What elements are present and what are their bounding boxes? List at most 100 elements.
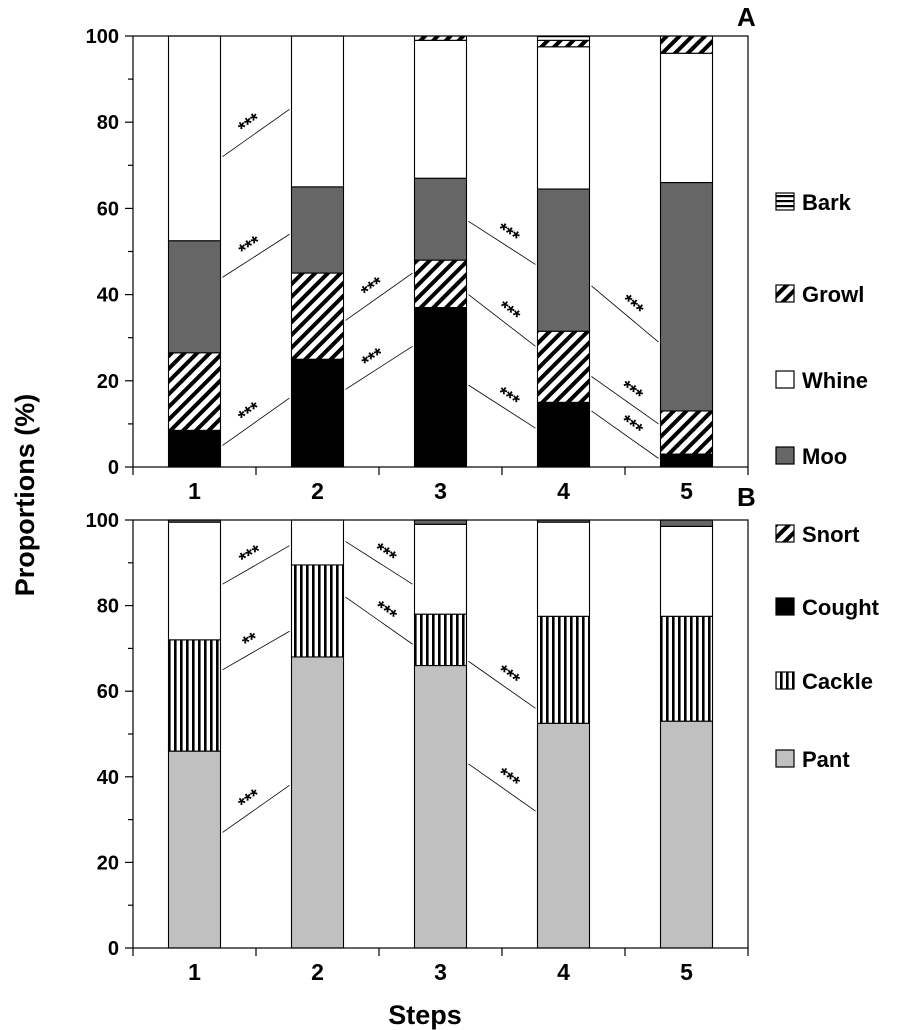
bar-a-2-whine — [290, 35, 345, 188]
annotation-label-a-5: *** — [493, 219, 524, 249]
annotation-label-b-0: *** — [236, 541, 266, 571]
bar-b-5-moo — [659, 519, 714, 527]
bar-a-2-snort — [290, 272, 345, 360]
bar-b-5-pant — [659, 720, 714, 949]
legend-swatch-bark — [775, 192, 795, 211]
bar-b-3-cackle — [413, 613, 468, 667]
annotation-label-a-4: *** — [358, 344, 389, 374]
y-tick-label-a-100: 100 — [86, 26, 119, 48]
bar-b-4-cackle — [536, 615, 591, 724]
legend-label-cackle: Cackle — [802, 669, 873, 694]
annotation-line-b-4 — [345, 596, 413, 645]
annotation-label-a-2: *** — [235, 398, 266, 428]
x-tick-label-b-5: 5 — [680, 959, 693, 985]
legend-swatch-cought — [775, 597, 795, 616]
bar-b-4-pant — [536, 722, 591, 949]
annotation-label-a-10: *** — [616, 411, 647, 441]
legend-swatch-cackle — [775, 671, 795, 690]
bar-a-3-moo — [413, 177, 468, 261]
bar-a-4-whine — [536, 46, 591, 190]
annotation-label-a-9: *** — [616, 377, 647, 407]
y-tick-label-a-40: 40 — [97, 285, 119, 307]
y-tick-label-a-60: 60 — [97, 198, 119, 220]
bar-b-3-whine — [413, 523, 468, 615]
annotation-line-a-5 — [468, 220, 536, 265]
panel-label-b: B — [737, 482, 756, 512]
annotation-line-b-2 — [222, 785, 290, 833]
x-tick-label-a-4: 4 — [557, 478, 570, 504]
legend-label-cought: Cought — [802, 595, 880, 620]
bar-b-2-pant — [290, 656, 345, 949]
y-tick-label-b-0: 0 — [108, 938, 119, 960]
bar-a-2-moo — [290, 186, 345, 274]
x-tick-label-a-1: 1 — [188, 478, 201, 504]
bar-a-5-cought — [659, 453, 714, 468]
annotation-line-a-2 — [222, 397, 290, 446]
bar-a-3-whine — [413, 39, 468, 179]
bar-b-4-whine — [536, 521, 591, 617]
bar-a-5-moo — [659, 181, 714, 412]
annotation-line-a-10 — [591, 410, 659, 459]
annotation-label-a-7: *** — [493, 383, 524, 413]
legend-swatch-snort — [775, 524, 795, 543]
bar-a-4-bark — [536, 35, 591, 41]
legend-label-moo: Moo — [802, 444, 847, 469]
annotation-label-b-5: *** — [493, 661, 524, 691]
panel-label-a: A — [737, 2, 756, 32]
annotation-label-a-0: *** — [235, 109, 266, 139]
annotation-line-a-8 — [591, 285, 659, 343]
bar-b-3-moo — [413, 519, 468, 525]
x-tick-label-a-5: 5 — [680, 478, 693, 504]
bar-a-5-snort — [659, 410, 714, 455]
bar-b-1-cackle — [167, 639, 222, 752]
bar-a-4-snort — [536, 330, 591, 403]
bar-a-1-whine — [167, 35, 222, 242]
legend-swatch-growl — [775, 284, 795, 303]
x-tick-label-a-2: 2 — [311, 478, 324, 504]
bar-b-5-whine — [659, 525, 714, 617]
bar-a-1-snort — [167, 352, 222, 431]
y-tick-label-a-80: 80 — [97, 112, 119, 134]
legend-label-whine: Whine — [802, 368, 868, 393]
bar-b-3-pant — [413, 664, 468, 949]
annotation-line-a-1 — [222, 233, 290, 278]
annotation-line-a-4 — [345, 345, 413, 390]
bar-b-2-cackle — [290, 564, 345, 658]
annotation-label-a-3: *** — [358, 273, 389, 303]
x-tick-label-b-3: 3 — [434, 959, 447, 985]
legend-label-snort: Snort — [802, 522, 860, 547]
annotation-line-b-0 — [222, 545, 290, 585]
bar-a-3-cought — [413, 306, 468, 468]
bar-b-5-cackle — [659, 615, 714, 722]
x-tick-label-b-4: 4 — [557, 959, 570, 985]
annotation-line-a-9 — [591, 376, 659, 425]
annotation-line-b-6 — [468, 763, 536, 812]
y-tick-label-a-20: 20 — [97, 371, 119, 393]
legend-swatch-pant — [775, 749, 795, 768]
x-tick-label-b-2: 2 — [311, 959, 324, 985]
y-tick-label-a-0: 0 — [108, 457, 119, 479]
annotation-line-a-7 — [468, 384, 536, 429]
annotation-label-b-4: *** — [370, 597, 401, 627]
bar-a-2-cought — [290, 358, 345, 468]
legend: Bark Growl Whine Moo Snort Cought Cackle… — [775, 190, 880, 772]
bar-a-5-whine — [659, 52, 714, 184]
annotation-line-b-5 — [468, 660, 536, 709]
bar-a-4-moo — [536, 188, 591, 332]
legend-label-bark: Bark — [802, 190, 852, 215]
annotation-label-a-1: *** — [235, 232, 266, 262]
y-tick-label-b-20: 20 — [97, 852, 119, 874]
legend-label-growl: Growl — [802, 282, 864, 307]
annotation-label-b-3: *** — [370, 539, 401, 569]
legend-swatch-moo — [775, 446, 795, 465]
bar-b-1-whine — [167, 521, 222, 641]
legend-label-pant: Pant — [802, 747, 850, 772]
x-tick-label-b-1: 1 — [188, 959, 201, 985]
annotation-label-b-2: *** — [235, 785, 266, 815]
bar-a-3-growl — [413, 35, 468, 41]
bar-a-5-growl — [659, 35, 714, 54]
bar-a-4-growl — [536, 39, 591, 48]
bar-a-4-cought — [536, 401, 591, 468]
